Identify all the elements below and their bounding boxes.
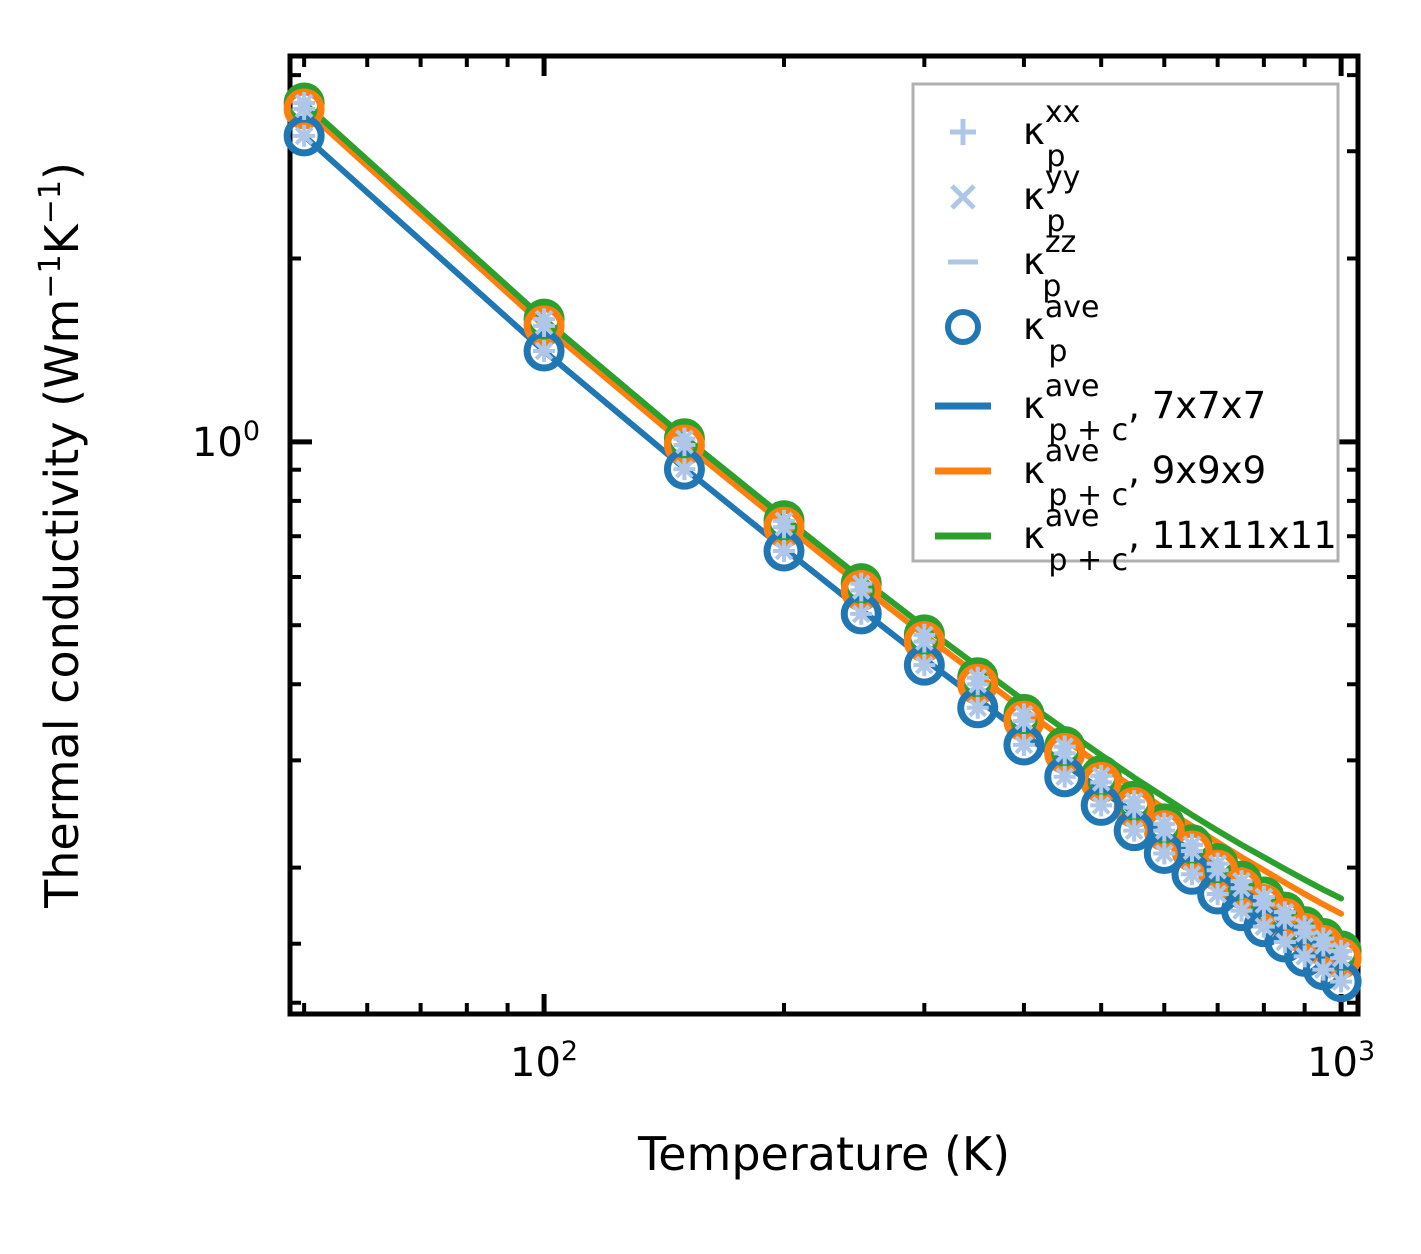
phonon-overlay-markers	[1293, 915, 1316, 938]
data-markers	[283, 82, 1362, 1003]
phonon-overlay-markers	[673, 458, 696, 481]
phonon-overlay-markers	[1180, 863, 1203, 886]
legend-box	[911, 82, 1340, 563]
phonon-overlay-markers	[773, 539, 796, 562]
phonon-overlay-markers	[1330, 970, 1353, 993]
phonon-overlay-markers	[1312, 958, 1335, 981]
phonon-overlay-markers	[1053, 765, 1076, 788]
phonon-overlay-markers	[1230, 899, 1253, 922]
phonon-overlay-markers	[293, 92, 316, 115]
phonon-overlay-markers	[1230, 870, 1253, 893]
x-axis-title: Temperature (K)	[637, 1127, 1010, 1181]
phonon-overlay-markers	[1273, 930, 1296, 953]
legend-circle-marker	[945, 309, 981, 345]
phonon-overlay-markers	[966, 696, 989, 719]
tick-label: 100	[192, 416, 260, 466]
phonon-overlay-markers	[773, 509, 796, 532]
phonon-overlay-markers	[913, 654, 936, 677]
tick-label: 102	[510, 1036, 578, 1086]
phonon-overlay-markers	[1153, 812, 1176, 835]
phonon-overlay-markers	[1273, 901, 1296, 924]
axis-titles: Temperature (K) Thermal conductivity (Wm−…	[33, 162, 1010, 1181]
phonon-overlay-markers	[1330, 939, 1353, 962]
phonon-overlay-markers	[1012, 703, 1035, 726]
phonon-overlay-markers	[533, 308, 556, 331]
phonon-overlay-markers	[1252, 885, 1275, 908]
phonon-overlay-markers	[1012, 733, 1035, 756]
axis-ticks	[290, 56, 1358, 1014]
phonon-overlay-markers	[1293, 945, 1316, 968]
phonon-overlay-markers	[1312, 927, 1335, 950]
phonon-overlay-markers	[850, 602, 873, 625]
phonon-overlay-markers	[1180, 833, 1203, 856]
phonon-overlay-markers	[1090, 794, 1113, 817]
phonon-overlay-markers	[1053, 735, 1076, 758]
legend-x-marker	[950, 184, 976, 210]
phonon-overlay-markers	[1090, 764, 1113, 787]
phonon-overlay-markers	[1123, 819, 1146, 842]
phonon-overlay-markers	[293, 124, 316, 147]
phonon-overlay-markers	[533, 339, 556, 362]
phonon-overlay-markers	[1206, 852, 1229, 875]
phonon-overlay-markers	[1252, 915, 1275, 938]
tick-label: 103	[1307, 1036, 1375, 1086]
phonon-overlay-markers	[1153, 842, 1176, 865]
phonon-overlay-markers	[966, 666, 989, 689]
y-axis-title: Thermal conductivity (Wm−1K−1)	[33, 162, 89, 909]
phonon-overlay-markers	[673, 427, 696, 450]
phonon-overlay-markers	[850, 572, 873, 595]
phonon-overlay-markers	[1206, 883, 1229, 906]
phonon-overlay-markers	[913, 623, 936, 646]
phonon-overlay-markers	[1123, 790, 1146, 813]
